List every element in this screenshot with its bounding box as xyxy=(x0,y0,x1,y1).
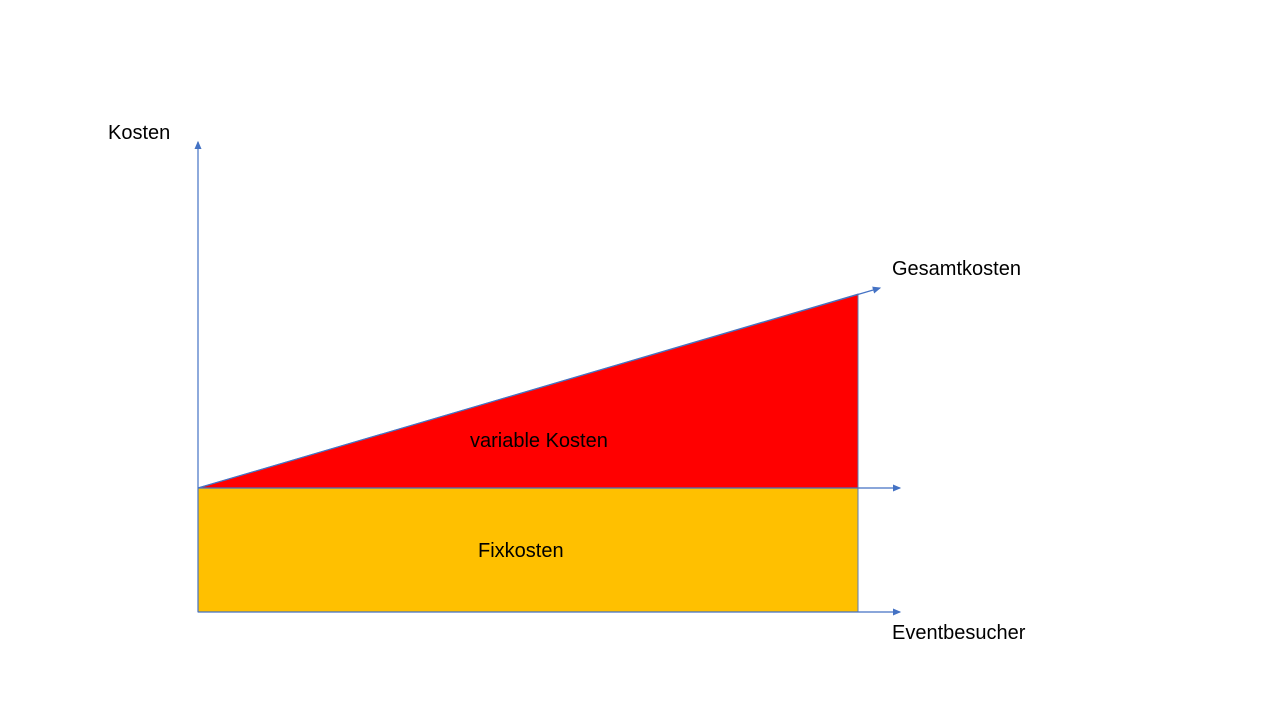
gesamtkosten-label: Gesamtkosten xyxy=(892,258,1021,281)
x-axis-label: Eventbesucher xyxy=(892,622,1025,645)
cost-chart: Kosten Eventbesucher Gesamtkosten variab… xyxy=(0,0,1280,720)
variable-kosten-label: variable Kosten xyxy=(470,430,608,453)
y-axis-label: Kosten xyxy=(108,122,170,145)
chart-svg xyxy=(0,0,1280,720)
fixkosten-label: Fixkosten xyxy=(478,540,564,563)
